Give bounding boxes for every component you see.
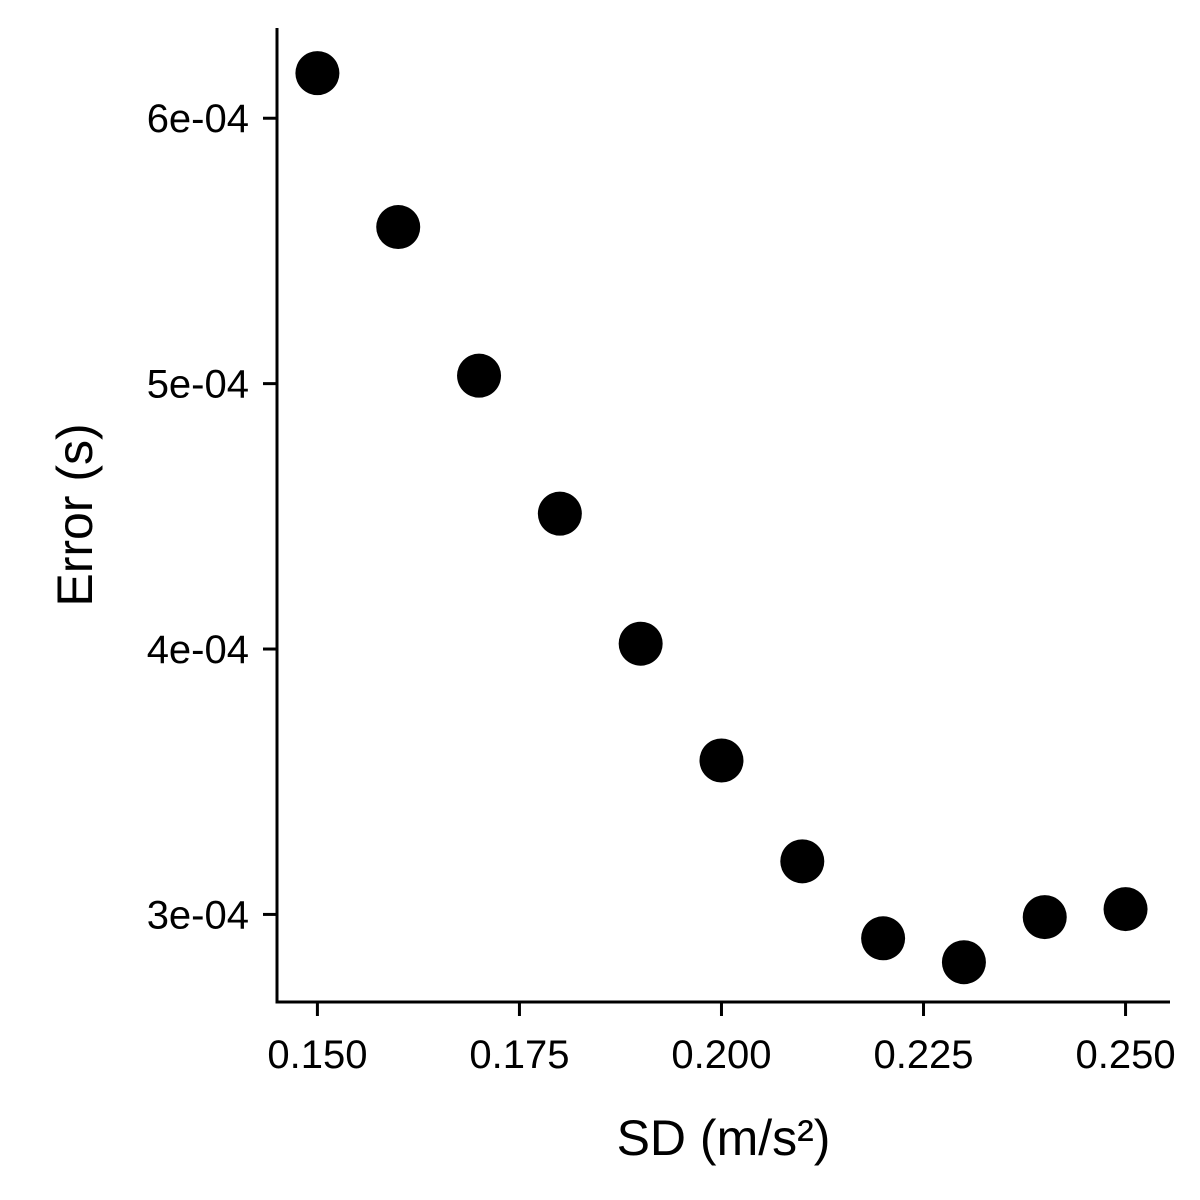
data-point [1103,887,1148,932]
y-tick-label: 6e-04 [147,97,249,141]
data-point [618,621,663,666]
y-axis-ticks: 3e-04 4e-04 5e-04 6e-04 [147,97,277,937]
y-tick-label: 4e-04 [147,628,249,672]
y-axis-title: Error (s) [47,423,103,606]
x-axis-ticks: 0.150 0.175 0.200 0.225 0.250 [267,1002,1176,1077]
data-point [537,491,582,536]
y-tick-label: 5e-04 [147,363,249,407]
data-point [861,916,906,961]
data-point [699,738,744,783]
x-tick-label: 0.175 [469,1033,569,1077]
x-tick-label: 0.150 [267,1033,367,1077]
data-point [295,51,340,96]
data-point [1022,895,1067,940]
data-point [376,205,421,250]
data-point [780,839,825,884]
x-tick-label: 0.225 [873,1033,973,1077]
y-tick-label: 3e-04 [147,893,249,937]
x-axis-title: SD (m/s²) [617,1110,831,1166]
x-tick-label: 0.200 [671,1033,771,1077]
data-point [941,940,986,985]
data-points [295,51,1148,985]
data-point [457,353,502,398]
x-tick-label: 0.250 [1075,1033,1175,1077]
